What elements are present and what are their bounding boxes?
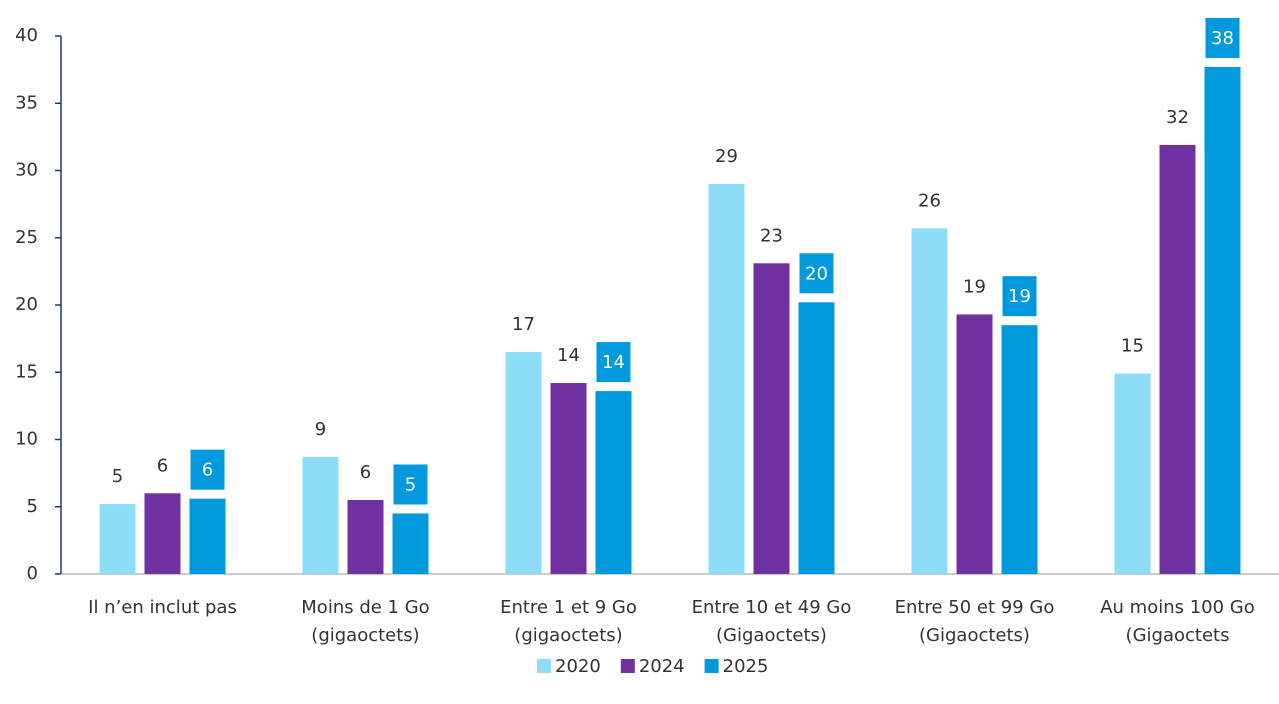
- bar: [1204, 66, 1241, 574]
- legend-label: 2020: [555, 656, 601, 677]
- x-tick-label: Entre 10 et 49 Go (Gigaoctets): [691, 597, 852, 646]
- value-label-box: [190, 449, 225, 490]
- value-label: 23: [760, 225, 783, 246]
- y-tick-label: 5: [27, 496, 38, 517]
- value-label: 15: [1121, 336, 1144, 357]
- bar: [1159, 144, 1196, 574]
- bar: [144, 493, 181, 574]
- value-label: 5: [405, 474, 416, 495]
- bar: [505, 352, 542, 574]
- bar: [347, 500, 384, 574]
- bar: [550, 383, 587, 574]
- legend-label: 2025: [723, 656, 769, 677]
- value-label: 19: [963, 276, 986, 297]
- bar: [753, 263, 790, 574]
- bar: [708, 183, 745, 574]
- value-label: 9: [315, 419, 326, 440]
- bar: [189, 498, 226, 574]
- value-label: 17: [512, 314, 535, 335]
- y-tick-label: 35: [15, 92, 38, 113]
- legend-swatch: [704, 659, 719, 673]
- x-tick-label: Il n’en inclut pas: [88, 597, 237, 618]
- bar: [392, 513, 429, 574]
- value-label: 29: [715, 146, 738, 167]
- bar: [911, 228, 948, 574]
- value-label: 6: [157, 455, 168, 476]
- value-label: 20: [805, 263, 828, 284]
- value-label: 14: [557, 345, 580, 366]
- x-tick-label: Entre 1 et 9 Go (gigaoctets): [500, 597, 637, 646]
- value-label: 26: [918, 190, 941, 211]
- y-tick-label: 15: [15, 361, 38, 382]
- x-tick-label: Entre 50 et 99 Go (Gigaoctets): [894, 597, 1055, 646]
- value-label: 32: [1166, 107, 1189, 128]
- value-label-box: [1002, 276, 1037, 317]
- bar: [302, 456, 339, 574]
- value-label: 5: [112, 466, 123, 487]
- value-label: 38: [1211, 28, 1234, 49]
- y-tick-label: 20: [15, 294, 38, 315]
- bar: [1114, 373, 1151, 574]
- value-label-box: [1205, 17, 1240, 58]
- x-tick-label: Moins de 1 Go (gigaoctets): [301, 597, 430, 646]
- legend-swatch: [620, 659, 635, 673]
- bar: [798, 302, 835, 574]
- legend-swatch: [537, 659, 551, 673]
- bar: [1001, 325, 1038, 574]
- bar: [99, 504, 136, 574]
- value-label: 14: [602, 352, 625, 373]
- bar: [956, 314, 993, 574]
- y-tick-label: 30: [15, 160, 38, 181]
- value-label-box: [596, 342, 631, 383]
- value-label-box: [393, 464, 428, 505]
- x-tick-label: Au moins 100 Go (Gigaoctets: [1100, 597, 1255, 646]
- legend-label: 2024: [639, 656, 685, 677]
- y-tick-label: 25: [15, 227, 38, 248]
- value-label: 19: [1008, 286, 1031, 307]
- y-tick-label: 0: [27, 563, 38, 584]
- value-label: 6: [202, 460, 213, 481]
- y-tick-label: 10: [15, 429, 38, 450]
- bar: [595, 391, 632, 574]
- y-tick-label: 40: [15, 25, 38, 46]
- value-label-box: [799, 253, 834, 294]
- value-label: 6: [360, 462, 371, 483]
